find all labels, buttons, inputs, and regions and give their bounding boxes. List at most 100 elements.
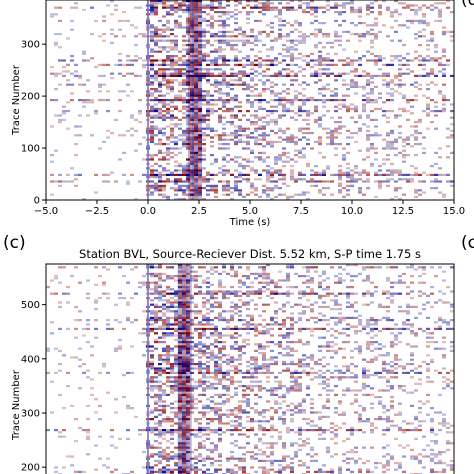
trace-cell [322,376,326,379]
trace-cell [254,349,258,352]
trace-cell [426,413,430,416]
trace-cell [222,6,226,9]
trace-cell [374,59,378,62]
trace-cell [258,116,262,119]
trace-cell [178,99,182,102]
trace-cell [214,99,218,102]
trace-cell [174,198,178,201]
trace-cell [262,272,266,275]
trace-cell [282,160,286,163]
trace-cell [138,110,142,113]
trace-cell [218,99,222,102]
trace-cell [262,13,266,16]
trace-cell [174,189,178,192]
trace-cell [286,198,290,201]
trace-cell [218,352,222,355]
trace-cell [190,0,194,3]
trace-cell [322,356,326,359]
trace-cell [422,292,426,295]
trace-cell [314,81,318,84]
trace-cell [386,389,390,392]
trace-cell [162,369,166,372]
trace-cell [174,182,178,185]
trace-cell [178,297,182,300]
trace-cell [378,169,382,172]
trace-cell [50,99,54,102]
trace-cell [282,279,286,282]
trace-cell [262,426,266,429]
trace-cell [326,4,330,7]
trace-cell [358,191,362,194]
trace-cell [358,347,362,350]
trace-cell [198,24,202,27]
trace-cell [290,169,294,172]
trace-cell [314,118,318,121]
trace-cell [402,96,406,99]
trace-cell [86,114,90,117]
trace-cell [182,338,186,341]
trace-cell [158,187,162,190]
trace-cell [318,63,322,66]
trace-cell [174,46,178,49]
trace-cell [386,140,390,143]
trace-cell [222,132,226,135]
trace-cell [374,266,378,269]
y-tick-label: 200 [21,92,40,103]
trace-cell [318,143,322,146]
trace-cell [318,74,322,77]
trace-cell [178,127,182,130]
trace-cell [158,367,162,370]
trace-cell [174,294,178,297]
trace-cell [94,19,98,22]
trace-cell [354,24,358,27]
trace-cell [270,30,274,33]
trace-cell [394,30,398,33]
trace-cell [50,173,54,176]
trace-cell [218,134,222,137]
trace-cell [422,268,426,271]
trace-cell [186,92,190,95]
trace-cell [238,101,242,104]
trace-cell [238,314,242,317]
trace-cell [86,292,90,295]
trace-cell [370,147,374,150]
trace-cell [402,365,406,368]
trace-cell [270,323,274,326]
trace-cell [438,299,442,302]
trace-cell [266,33,270,36]
trace-cell [382,158,386,161]
trace-cell [178,429,182,432]
trace-cell [166,151,170,154]
trace-cell [282,360,286,363]
trace-cell [274,292,278,295]
trace-cell [358,404,362,407]
y-tick-label: 300 [21,40,40,51]
trace-cell [330,327,334,330]
trace-cell [182,382,186,385]
trace-cell [178,275,182,278]
trace-cell [122,374,126,377]
trace-cell [322,193,326,196]
trace-cell [310,13,314,16]
trace-cell [282,90,286,93]
trace-cell [334,6,338,9]
trace-cell [278,382,282,385]
trace-cell [158,294,162,297]
trace-cell [342,59,346,62]
trace-cell [342,341,346,344]
trace-cell [190,123,194,126]
trace-cell [374,63,378,66]
y-tick-label: 100 [21,144,40,155]
trace-cell [394,116,398,119]
trace-cell [210,303,214,306]
trace-cell [326,323,330,326]
trace-cell [226,171,230,174]
trace-cell [162,409,166,412]
trace-cell [170,68,174,71]
trace-cell [282,292,286,295]
trace-cell [234,343,238,346]
trace-cell [258,352,262,355]
trace-cell [174,312,178,315]
trace-cell [190,367,194,370]
trace-cell [418,382,422,385]
